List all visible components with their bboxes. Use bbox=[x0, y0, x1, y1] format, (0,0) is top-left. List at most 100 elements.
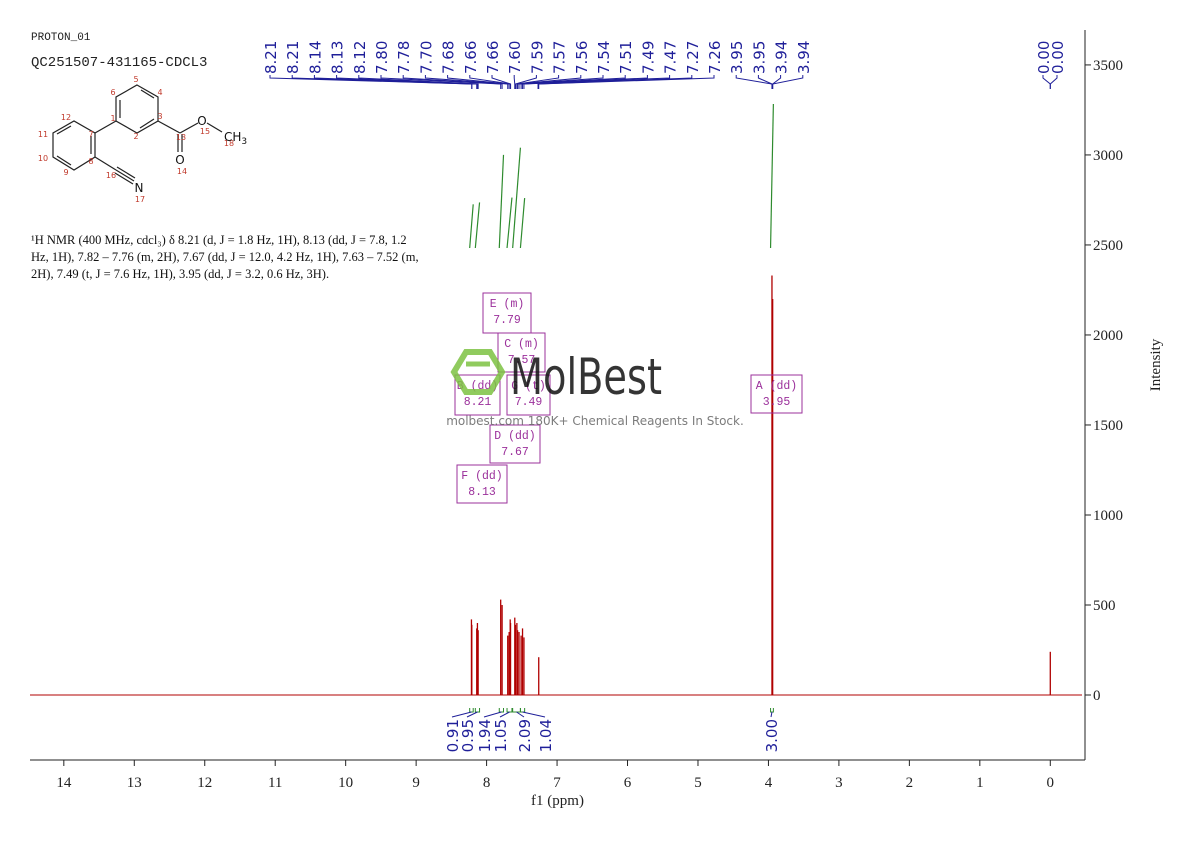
peak-pick-connector bbox=[517, 75, 582, 89]
x-tick-label: 6 bbox=[624, 775, 632, 791]
multiplet-label: A (dd) bbox=[756, 380, 797, 393]
bond bbox=[115, 169, 135, 182]
peak-pick-label: 8.12 bbox=[351, 41, 369, 74]
peak-pick-connector bbox=[516, 75, 560, 89]
y-tick-label: 3000 bbox=[1093, 148, 1123, 164]
atom-number: 6 bbox=[110, 88, 115, 97]
peak-pick-connector bbox=[291, 75, 473, 89]
peak-pick-connector bbox=[1042, 75, 1051, 89]
integral-connector bbox=[770, 711, 773, 718]
sample-name: QC251507-431165-CDCL3 bbox=[31, 55, 207, 71]
peak-pick-label: 3.95 bbox=[750, 41, 768, 74]
integral-label: 1.05 bbox=[492, 719, 510, 752]
integral-connector bbox=[522, 711, 546, 718]
multiplet-label: G (t) bbox=[511, 380, 546, 393]
bond bbox=[157, 120, 181, 134]
integral-curve bbox=[506, 197, 513, 249]
x-tick-label: 13 bbox=[127, 775, 142, 791]
peak-pick-label: 7.51 bbox=[617, 41, 635, 74]
atom-number: 3 bbox=[157, 112, 162, 121]
multiplet-box bbox=[506, 374, 551, 416]
bond bbox=[179, 122, 199, 134]
atom-number: 1 bbox=[110, 114, 115, 123]
bond bbox=[139, 118, 155, 129]
integral-bracket bbox=[519, 708, 526, 713]
x-tick-label: 11 bbox=[268, 775, 282, 791]
bond bbox=[140, 89, 155, 99]
multiplet-box bbox=[454, 374, 501, 416]
atom-number: 18 bbox=[224, 139, 234, 148]
multiplet-label: C (m) bbox=[504, 338, 539, 351]
multiplet-box bbox=[497, 332, 546, 373]
multiplet-shift: 7.57 bbox=[508, 354, 536, 367]
peak-pick-label: 7.80 bbox=[373, 41, 391, 74]
atom-number: 10 bbox=[38, 154, 48, 163]
peak-pick-connector bbox=[358, 75, 479, 89]
x-tick-label: 2 bbox=[906, 775, 914, 791]
peak-pick-label: 8.21 bbox=[262, 41, 280, 74]
peak-pick-label: 7.68 bbox=[440, 41, 458, 74]
watermark: MolBest molbest.com 180K+ Chemical Reage… bbox=[446, 348, 744, 428]
multiplet-shift: 8.21 bbox=[464, 396, 492, 409]
atom-number: 9 bbox=[63, 168, 68, 177]
peak-pick-label: 7.54 bbox=[595, 41, 613, 74]
integral-label: 1.04 bbox=[537, 719, 555, 752]
y-axis-label: Intensity bbox=[1148, 338, 1164, 391]
peak-pick-label: 0.00 bbox=[1049, 41, 1067, 74]
peak-pick-connector bbox=[402, 75, 503, 89]
atom-number: 17 bbox=[135, 195, 145, 204]
atom-symbol-text: O bbox=[175, 153, 184, 167]
integral-bracket bbox=[469, 708, 474, 713]
peak-pick-label: 8.21 bbox=[284, 41, 302, 74]
atom-number: 8 bbox=[88, 157, 93, 166]
x-tick-label: 8 bbox=[483, 775, 491, 791]
y-tick-label: 2000 bbox=[1093, 328, 1123, 344]
peak-pick-label: 7.57 bbox=[551, 41, 569, 74]
integral-label: 2.09 bbox=[516, 719, 534, 752]
peak-pick-label: 8.14 bbox=[306, 41, 324, 74]
x-tick-label: 1 bbox=[976, 775, 984, 791]
peak-pick-label: 3.94 bbox=[773, 41, 791, 74]
peak-pick-connector bbox=[757, 75, 773, 89]
atom-number: 11 bbox=[38, 130, 48, 139]
bond bbox=[56, 125, 72, 135]
peak-pick-label: 3.95 bbox=[728, 41, 746, 74]
x-tick-label: 3 bbox=[835, 775, 843, 791]
integral-connector bbox=[499, 711, 510, 718]
bond bbox=[114, 172, 134, 185]
atom-number: 2 bbox=[133, 132, 138, 141]
peak-pick-connector bbox=[520, 75, 626, 89]
peak-pick-connector bbox=[380, 75, 502, 89]
integral-label: 1.94 bbox=[476, 719, 494, 752]
y-tick-label: 2500 bbox=[1093, 238, 1123, 254]
integral-curve bbox=[769, 103, 774, 249]
peak-pick-connector bbox=[523, 75, 671, 89]
peak-pick-label: 7.56 bbox=[573, 41, 591, 74]
multiplet-shift: 7.49 bbox=[515, 396, 543, 409]
integral-connector bbox=[451, 711, 472, 718]
peak-pick-label: 0.00 bbox=[1035, 41, 1053, 74]
peak-pick-label: 7.60 bbox=[506, 41, 524, 74]
y-tick-label: 0 bbox=[1093, 688, 1101, 704]
peak-pick-label: 7.66 bbox=[462, 41, 480, 74]
y-tick-label: 3500 bbox=[1093, 58, 1123, 74]
integral-connector bbox=[466, 711, 478, 718]
atom-symbol-text: N bbox=[135, 181, 144, 195]
multiplet-shift: 7.67 bbox=[501, 446, 529, 459]
x-tick-label: 4 bbox=[765, 775, 773, 791]
peak-pick-label: 3.94 bbox=[795, 41, 813, 74]
integral-connector bbox=[516, 711, 525, 718]
atom-symbol: O bbox=[175, 153, 184, 167]
x-tick-label: 9 bbox=[412, 775, 420, 791]
atom-number: 14 bbox=[177, 167, 187, 176]
multiplet-label: E (m) bbox=[490, 298, 525, 311]
ring-a bbox=[115, 84, 159, 134]
integral-bracket bbox=[506, 708, 513, 713]
peak-pick-connector bbox=[514, 75, 537, 89]
multiplet-shift: 8.13 bbox=[468, 486, 496, 499]
atom-symbol-subscript: 3 bbox=[241, 137, 247, 147]
x-tick-label: 14 bbox=[56, 775, 72, 791]
atom-number: 16 bbox=[106, 171, 116, 180]
